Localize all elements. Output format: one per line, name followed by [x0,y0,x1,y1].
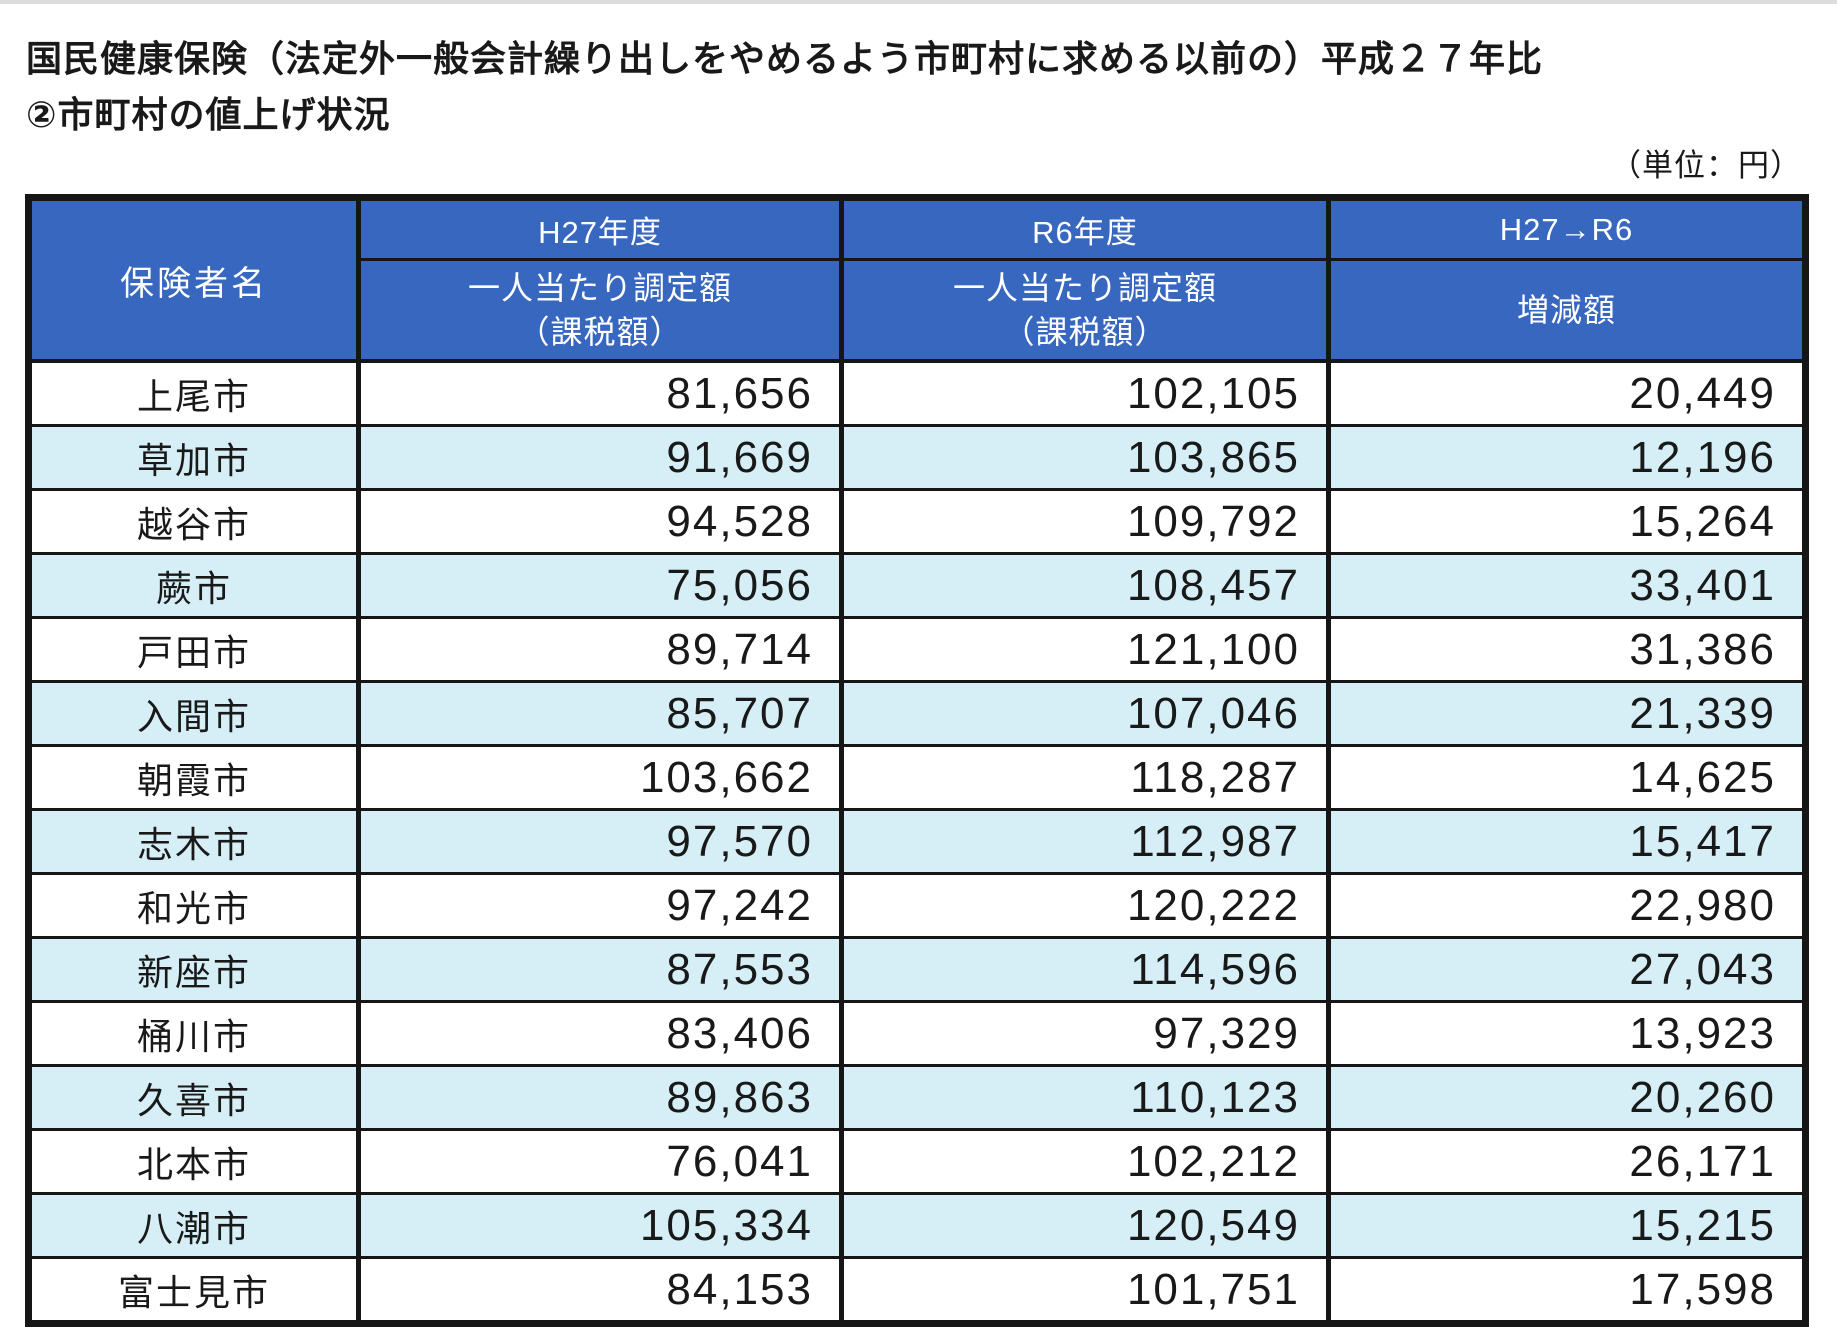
h27-amount-cell: 89,863 [356,1064,843,1131]
h27-amount-cell: 83,406 [356,1000,843,1067]
change-amount-cell: 14,625 [1326,744,1807,811]
r6-amount-cell: 107,046 [839,680,1330,747]
insurer-name-cell: 上尾市 [27,359,360,427]
table-header: 保険者名 H27年度 R6年度 H27→R6 一人当たり調定額 （課税額） 一人… [27,196,1807,363]
change-amount-cell: 15,215 [1326,1192,1807,1259]
table-row: 上尾市 81,656 102,105 20,449 [27,359,1807,427]
table-row: 北本市 76,041 102,212 26,171 [27,1128,1807,1195]
h27-amount-cell: 84,153 [356,1256,843,1325]
change-amount-cell: 17,598 [1326,1256,1807,1325]
insurer-name-cell: 戸田市 [27,616,360,683]
r6-amount-cell: 112,987 [839,808,1330,875]
h27-amount-cell: 81,656 [356,359,843,427]
header-row-years: 保険者名 H27年度 R6年度 H27→R6 [27,196,1807,363]
h27-amount-cell: 87,553 [356,936,843,1003]
page-title: 国民健康保険（法定外一般会計繰り出しをやめるよう市町村に求める以前の）平成２７年… [26,38,1544,79]
change-amount-cell: 27,043 [1326,936,1807,1003]
change-amount-cell: 15,264 [1326,488,1807,555]
scan-artifact-line [0,0,1837,4]
table-row: 志木市 97,570 112,987 15,417 [27,808,1807,875]
h27-amount-cell: 94,528 [356,488,843,555]
header-r6-year: R6年度 [839,196,1330,261]
h27-amount-cell: 97,242 [356,872,843,939]
r6-amount-cell: 120,222 [839,872,1330,939]
table-row: 桶川市 83,406 97,329 13,923 [27,1000,1807,1067]
header-insurer-name: 保険者名 [27,196,360,363]
r6-amount-cell: 102,212 [839,1128,1330,1195]
header-h27-measure: 一人当たり調定額 （課税額） [356,258,843,363]
table-row: 富士見市 84,153 101,751 17,598 [27,1256,1807,1325]
change-amount-cell: 31,386 [1326,616,1807,683]
header-measure-line: 増減額 [1516,292,1616,328]
h27-amount-cell: 105,334 [356,1192,843,1259]
header-measure-subline: （課税額） [1002,314,1168,350]
table-row: 入間市 85,707 107,046 21,339 [27,680,1807,747]
r6-amount-cell: 120,549 [839,1192,1330,1259]
change-amount-cell: 22,980 [1326,872,1807,939]
r6-amount-cell: 97,329 [839,1000,1330,1067]
header-r6-measure: 一人当たり調定額 （課税額） [839,258,1330,363]
table-row: 新座市 87,553 114,596 27,043 [27,936,1807,1003]
table-row: 久喜市 89,863 110,123 20,260 [27,1064,1807,1131]
table-row: 戸田市 89,714 121,100 31,386 [27,616,1807,683]
h27-amount-cell: 75,056 [356,552,843,619]
table-row: 朝霞市 103,662 118,287 14,625 [27,744,1807,811]
change-amount-cell: 15,417 [1326,808,1807,875]
unit-note: （単位：円） [1610,148,1802,183]
table-body: 上尾市 81,656 102,105 20,449 草加市 91,669 103… [27,359,1807,1325]
change-amount-cell: 20,260 [1326,1064,1807,1131]
insurer-name-cell: 八潮市 [27,1192,360,1259]
table-row: 八潮市 105,334 120,549 15,215 [27,1192,1807,1259]
insurer-name-cell: 越谷市 [27,488,360,555]
r6-amount-cell: 102,105 [839,359,1330,427]
r6-amount-cell: 114,596 [839,936,1330,1003]
table-row: 草加市 91,669 103,865 12,196 [27,424,1807,491]
header-measure-subline: （課税額） [517,314,683,350]
header-h27-to-r6: H27→R6 [1326,196,1807,261]
h27-amount-cell: 103,662 [356,744,843,811]
table-row: 和光市 97,242 120,222 22,980 [27,872,1807,939]
insurer-name-cell: 草加市 [27,424,360,491]
header-h27-year: H27年度 [356,196,843,261]
h27-amount-cell: 76,041 [356,1128,843,1195]
change-amount-cell: 12,196 [1326,424,1807,491]
insurer-name-cell: 志木市 [27,808,360,875]
r6-amount-cell: 110,123 [839,1064,1330,1131]
page-subtitle: ②市町村の値上げ状況 [26,94,391,135]
insurer-name-cell: 新座市 [27,936,360,1003]
r6-amount-cell: 118,287 [839,744,1330,811]
insurance-comparison-table: 保険者名 H27年度 R6年度 H27→R6 一人当たり調定額 （課税額） 一人… [25,194,1809,1327]
insurer-name-cell: 蕨市 [27,552,360,619]
r6-amount-cell: 109,792 [839,488,1330,555]
change-amount-cell: 13,923 [1326,1000,1807,1067]
insurer-name-cell: 入間市 [27,680,360,747]
change-amount-cell: 20,449 [1326,359,1807,427]
r6-amount-cell: 101,751 [839,1256,1330,1325]
insurer-name-cell: 久喜市 [27,1064,360,1131]
header-change-measure: 増減額 [1326,258,1807,363]
r6-amount-cell: 121,100 [839,616,1330,683]
change-amount-cell: 21,339 [1326,680,1807,747]
table-row: 蕨市 75,056 108,457 33,401 [27,552,1807,619]
header-row-measures: 一人当たり調定額 （課税額） 一人当たり調定額 （課税額） 増減額 [29,258,1807,363]
insurer-name-cell: 北本市 [27,1128,360,1195]
h27-amount-cell: 91,669 [356,424,843,491]
r6-amount-cell: 103,865 [839,424,1330,491]
r6-amount-cell: 108,457 [839,552,1330,619]
header-measure-line: 一人当たり調定額 [467,270,732,306]
header-measure-line: 一人当たり調定額 [952,270,1217,306]
insurer-name-cell: 桶川市 [27,1000,360,1067]
insurer-name-cell: 富士見市 [27,1256,360,1325]
h27-amount-cell: 85,707 [356,680,843,747]
insurer-name-cell: 和光市 [27,872,360,939]
insurer-name-cell: 朝霞市 [27,744,360,811]
change-amount-cell: 33,401 [1326,552,1807,619]
h27-amount-cell: 89,714 [356,616,843,683]
h27-amount-cell: 97,570 [356,808,843,875]
change-amount-cell: 26,171 [1326,1128,1807,1195]
table-row: 越谷市 94,528 109,792 15,264 [27,488,1807,555]
